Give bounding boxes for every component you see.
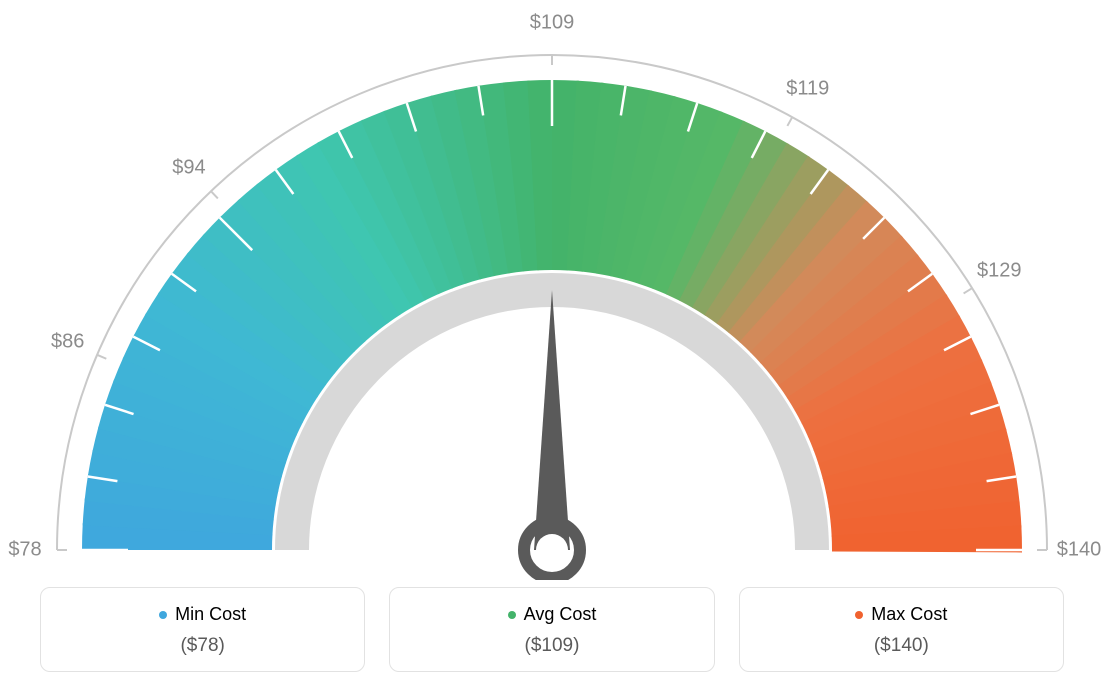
legend-value-avg: ($109) xyxy=(390,635,713,657)
legend-title-min: Min Cost xyxy=(159,604,246,625)
legend-card-min: Min Cost ($78) xyxy=(40,587,365,672)
gauge-svg xyxy=(0,0,1104,580)
legend-label-max: Max Cost xyxy=(871,604,947,625)
legend-title-avg: Avg Cost xyxy=(508,604,597,625)
tick-label: $140 xyxy=(1057,539,1102,562)
legend-card-avg: Avg Cost ($109) xyxy=(389,587,714,672)
tick-label: $78 xyxy=(8,539,41,562)
legend-card-max: Max Cost ($140) xyxy=(739,587,1064,672)
tick-label: $94 xyxy=(172,157,205,180)
legend-title-max: Max Cost xyxy=(855,604,947,625)
legend-row: Min Cost ($78) Avg Cost ($109) Max Cost … xyxy=(0,587,1104,672)
legend-dot-max xyxy=(855,611,863,619)
tick-label: $109 xyxy=(530,12,575,35)
legend-dot-min xyxy=(159,611,167,619)
gauge-chart: $78 $86 $94 $109 $119 $129 $140 xyxy=(0,0,1104,580)
legend-dot-avg xyxy=(508,611,516,619)
tick-label: $119 xyxy=(786,78,829,101)
legend-label-avg: Avg Cost xyxy=(524,604,597,625)
tick-label: $129 xyxy=(977,260,1022,283)
legend-value-max: ($140) xyxy=(740,635,1063,657)
legend-label-min: Min Cost xyxy=(175,604,246,625)
tick-label: $86 xyxy=(51,331,84,354)
legend-value-min: ($78) xyxy=(41,635,364,657)
